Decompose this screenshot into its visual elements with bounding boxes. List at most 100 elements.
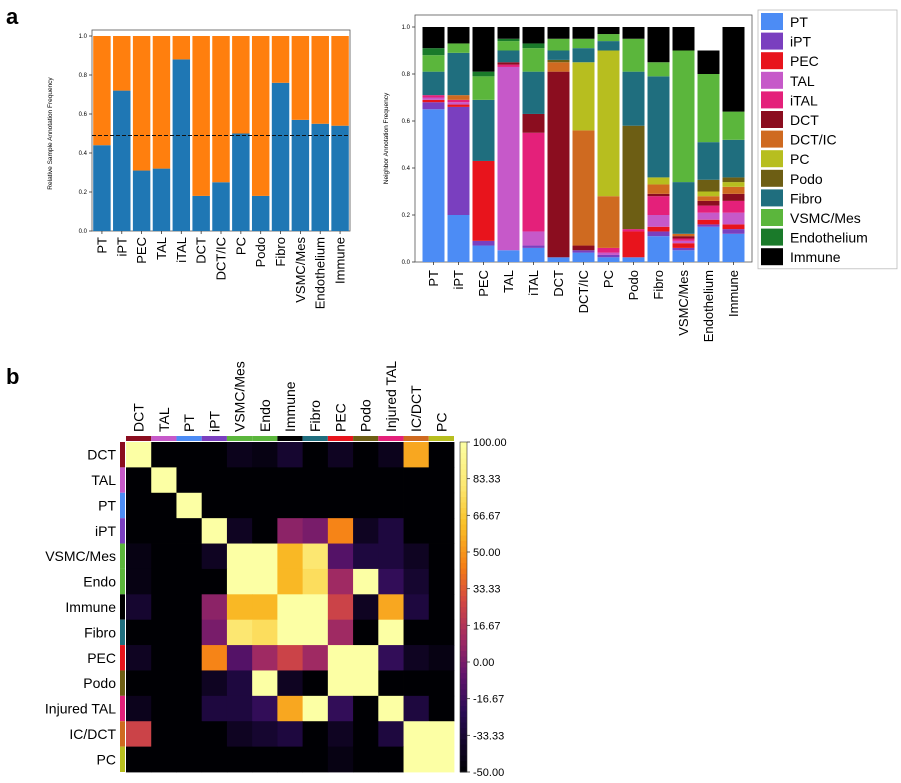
colorbar-tick-label: 66.67 (473, 510, 501, 522)
colorbar-segment (460, 711, 467, 718)
y-tick-label: 0.8 (79, 73, 88, 79)
bar-segment-1-0 (447, 215, 470, 262)
colorbar-segment (460, 623, 467, 630)
heatmap-cell-7-1 (151, 619, 177, 646)
heatmap-cell-6-11 (403, 594, 430, 621)
heatmap-row-label-6: Immune (65, 599, 116, 615)
neighbor-legend: PT iPT PEC TAL iTAL DCT DCT/IC PC Podo Fibro VSMC/… (757, 9, 898, 270)
bar-segment-9-5 (647, 193, 670, 197)
bar-segment-6-7 (572, 62, 595, 131)
heatmap-cell-8-9 (353, 645, 379, 671)
heatmap-cell-8-6 (277, 645, 304, 671)
heatmap-cell-5-10 (378, 568, 404, 595)
colorbar-segment (460, 469, 467, 476)
x-tick-label: Endothelium (313, 237, 328, 309)
heatmap-cell-9-4 (226, 670, 253, 697)
x-tick-label: iPT (451, 270, 466, 290)
legend-label-7: PC (790, 151, 809, 167)
bar-segment-9-12 (647, 27, 670, 63)
x-tick-label: VSMC/Mes (676, 270, 691, 336)
bar-lower-9 (271, 82, 290, 231)
heatmap-cell-6-1 (151, 594, 177, 621)
bar-upper-8 (251, 36, 270, 196)
legend-label-10: VSMC/Mes (790, 210, 861, 226)
heatmap-cell-2-12 (428, 492, 455, 519)
x-tick-label: TAL (154, 237, 169, 260)
bar-segment-11-4 (697, 205, 720, 213)
heatmap-cell-7-7 (302, 619, 329, 646)
bar-segment-11-5 (697, 200, 720, 206)
heatmap-col-label-4: VSMC/Mes (232, 361, 248, 432)
heatmap-cell-5-4 (226, 568, 253, 595)
x-tick-label: VSMC/Mes (293, 237, 308, 303)
bar-segment-1-6 (447, 95, 470, 100)
bar-lower-7 (232, 133, 250, 231)
heatmap-cell-9-3 (201, 670, 228, 697)
heatmap-cell-1-3 (201, 467, 228, 494)
heatmap-row-color-7 (120, 619, 125, 646)
bar-lower-10 (291, 119, 310, 231)
bar-segment-4-11 (522, 43, 545, 49)
heatmap-cell-7-9 (353, 619, 379, 646)
heatmap-cell-10-3 (201, 695, 228, 722)
heatmap-cell-2-11 (403, 492, 430, 519)
heatmap-cell-8-0 (126, 645, 152, 671)
legend-swatch-4 (761, 91, 783, 109)
heatmap-cell-7-8 (327, 619, 354, 646)
colorbar-segment (460, 700, 467, 707)
heatmap-cell-3-1 (151, 518, 177, 544)
heatmap-cell-8-1 (151, 645, 177, 671)
legend-swatch-5 (761, 111, 783, 128)
heatmap-cell-4-12 (428, 543, 455, 570)
bar-segment-4-0 (522, 247, 545, 262)
colorbar-tick-label: -33.33 (473, 730, 504, 742)
x-tick-label: DCT/IC (214, 237, 229, 280)
heatmap-cell-0-7 (302, 442, 329, 468)
heatmap-cell-9-1 (151, 670, 177, 697)
legend-label-8: Podo (790, 171, 823, 187)
bar-segment-12-3 (722, 212, 745, 225)
heatmap-cell-9-8 (327, 670, 354, 697)
legend-label-4: iTAL (790, 92, 818, 108)
heatmap-cell-9-7 (302, 670, 329, 697)
bar-upper-3 (152, 36, 171, 169)
heatmap-cell-8-4 (226, 645, 253, 671)
bar-segment-9-6 (647, 184, 670, 194)
bar-segment-9-7 (647, 177, 670, 185)
bar-segment-1-12 (447, 27, 470, 44)
legend-label-5: DCT (790, 112, 819, 128)
colorbar-segment (460, 706, 467, 712)
heatmap-cell-4-1 (151, 543, 177, 570)
heatmap-col-label-8: PEC (332, 403, 348, 432)
heatmap-row-label-7: Fibro (84, 624, 116, 640)
heatmap-cell-6-0 (126, 594, 152, 621)
bar-segment-6-0 (572, 252, 595, 262)
bar-segment-3-11 (497, 38, 520, 42)
bar-segment-11-8 (697, 179, 720, 192)
heatmap-cell-2-10 (378, 492, 404, 519)
bar-segment-12-2 (722, 224, 745, 230)
bar-segment-2-9 (472, 99, 495, 161)
heatmap-cell-4-5 (252, 543, 278, 570)
colorbar-segment (460, 447, 467, 454)
colorbar-segment (460, 480, 467, 487)
heatmap-cell-10-0 (126, 695, 152, 722)
bar-segment-12-4 (722, 200, 745, 213)
heatmap-row-label-11: IC/DCT (69, 726, 116, 742)
colorbar-segment (460, 673, 467, 679)
heatmap-cell-10-10 (378, 695, 404, 722)
bar-segment-2-12 (472, 27, 495, 72)
colorbar-segment (460, 557, 467, 564)
colorbar-segment (460, 766, 467, 773)
heatmap-cell-0-12 (428, 442, 455, 468)
bar-segment-9-9 (647, 76, 670, 178)
colorbar-tick-label: -50.00 (473, 767, 504, 779)
heatmap-colorbar: 100.00 83.33 66.67 50.00 33.33 16.67 0.00 -16.6… (459, 437, 507, 779)
heatmap-cell-4-10 (378, 543, 404, 570)
heatmap-col-color-9 (353, 436, 379, 441)
heatmap-cell-11-4 (226, 721, 253, 748)
heatmap-cell-5-8 (327, 568, 354, 595)
colorbar-segment (460, 585, 467, 591)
colorbar-segment (460, 568, 467, 575)
heatmap-cell-11-5 (252, 721, 278, 748)
